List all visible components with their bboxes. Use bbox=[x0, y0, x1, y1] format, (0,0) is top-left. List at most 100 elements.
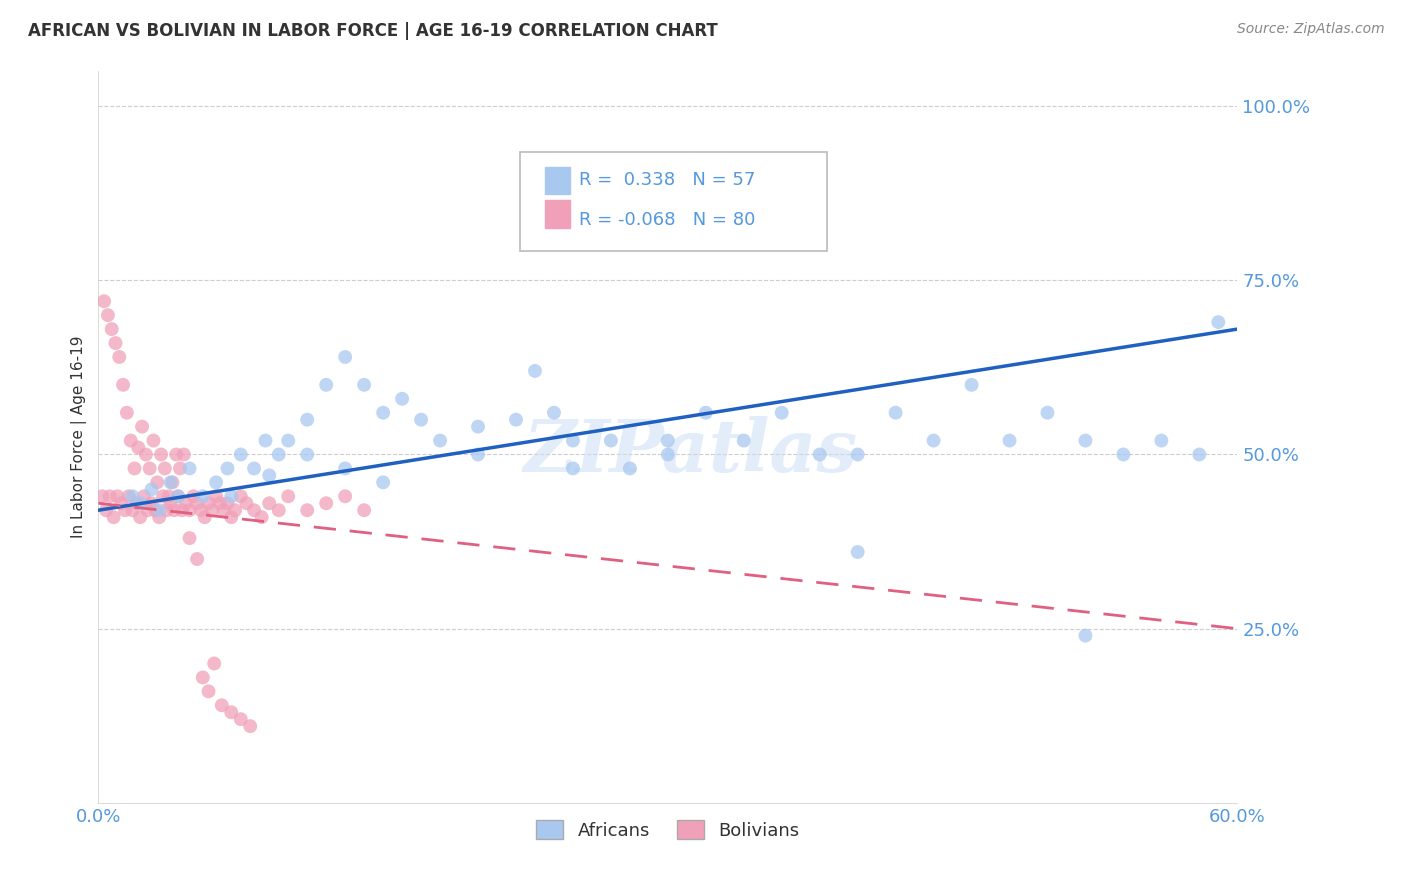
Point bbox=[152, 489, 174, 503]
Point bbox=[429, 434, 451, 448]
FancyBboxPatch shape bbox=[520, 152, 827, 251]
Point bbox=[114, 503, 136, 517]
Point bbox=[146, 475, 169, 490]
Point bbox=[217, 496, 239, 510]
Legend: Africans, Bolivians: Africans, Bolivians bbox=[527, 811, 808, 848]
Point bbox=[297, 503, 319, 517]
Point bbox=[619, 461, 641, 475]
Point bbox=[205, 475, 228, 490]
Point bbox=[112, 377, 135, 392]
Point bbox=[524, 364, 547, 378]
Point bbox=[202, 657, 225, 671]
Point bbox=[229, 489, 252, 503]
Point bbox=[353, 503, 375, 517]
Point bbox=[600, 434, 623, 448]
Point bbox=[197, 684, 219, 698]
Point bbox=[121, 503, 143, 517]
Point bbox=[121, 489, 143, 503]
Point bbox=[191, 489, 214, 503]
Point bbox=[1074, 434, 1097, 448]
Point bbox=[239, 719, 262, 733]
Text: ZIPatlas: ZIPatlas bbox=[523, 417, 858, 487]
Point bbox=[205, 489, 228, 503]
Point bbox=[467, 419, 489, 434]
Point bbox=[1188, 448, 1211, 462]
Point bbox=[846, 448, 869, 462]
Point bbox=[353, 377, 375, 392]
Point bbox=[186, 552, 208, 566]
Point bbox=[159, 496, 181, 510]
Point bbox=[159, 475, 181, 490]
Point bbox=[145, 503, 167, 517]
Point bbox=[371, 475, 394, 490]
Point bbox=[173, 448, 195, 462]
Point bbox=[91, 489, 114, 503]
Point bbox=[197, 496, 219, 510]
Text: AFRICAN VS BOLIVIAN IN LABOR FORCE | AGE 16-19 CORRELATION CHART: AFRICAN VS BOLIVIAN IN LABOR FORCE | AGE… bbox=[28, 22, 718, 40]
Point bbox=[467, 448, 489, 462]
Point bbox=[808, 448, 831, 462]
Point bbox=[94, 503, 117, 517]
Point bbox=[186, 496, 208, 510]
Point bbox=[148, 503, 170, 517]
Point bbox=[250, 510, 273, 524]
Text: R =  0.338   N = 57: R = 0.338 N = 57 bbox=[579, 171, 755, 189]
Point bbox=[770, 406, 793, 420]
Point bbox=[277, 434, 299, 448]
Point bbox=[846, 545, 869, 559]
Point bbox=[657, 434, 679, 448]
Point bbox=[201, 503, 224, 517]
Point bbox=[259, 496, 281, 510]
Point bbox=[998, 434, 1021, 448]
Text: R = -0.068   N = 80: R = -0.068 N = 80 bbox=[579, 211, 755, 228]
Point bbox=[229, 712, 252, 726]
Point bbox=[153, 461, 176, 475]
Point bbox=[562, 434, 585, 448]
Point bbox=[235, 496, 257, 510]
Point bbox=[148, 510, 170, 524]
Y-axis label: In Labor Force | Age 16-19: In Labor Force | Age 16-19 bbox=[72, 335, 87, 539]
Point bbox=[212, 503, 235, 517]
Point bbox=[191, 670, 214, 684]
Point bbox=[562, 461, 585, 475]
Point bbox=[243, 461, 266, 475]
Point bbox=[221, 510, 243, 524]
Point bbox=[124, 461, 146, 475]
Point bbox=[141, 483, 163, 497]
Point bbox=[156, 503, 179, 517]
Point bbox=[136, 503, 159, 517]
Point bbox=[884, 406, 907, 420]
Point bbox=[104, 336, 127, 351]
Point bbox=[165, 448, 187, 462]
Point bbox=[217, 461, 239, 475]
Point bbox=[131, 419, 153, 434]
Point bbox=[179, 503, 201, 517]
Point bbox=[335, 461, 357, 475]
Point bbox=[315, 377, 337, 392]
Point bbox=[98, 489, 121, 503]
Point bbox=[553, 183, 575, 197]
Point bbox=[125, 496, 148, 510]
Point bbox=[162, 475, 184, 490]
Point bbox=[211, 698, 233, 713]
Point bbox=[179, 531, 201, 545]
Point bbox=[657, 448, 679, 462]
Point bbox=[208, 496, 231, 510]
Bar bbox=[546, 201, 569, 228]
Point bbox=[167, 489, 190, 503]
Point bbox=[695, 406, 717, 420]
Point bbox=[183, 489, 205, 503]
Point bbox=[179, 461, 201, 475]
Point bbox=[107, 489, 129, 503]
Point bbox=[150, 448, 173, 462]
Point bbox=[1112, 448, 1135, 462]
Point bbox=[167, 489, 190, 503]
Point bbox=[103, 510, 125, 524]
Point bbox=[120, 434, 142, 448]
Point bbox=[267, 503, 290, 517]
Point bbox=[267, 448, 290, 462]
Point bbox=[315, 496, 337, 510]
Point bbox=[190, 503, 212, 517]
Point bbox=[335, 489, 357, 503]
Point bbox=[277, 489, 299, 503]
